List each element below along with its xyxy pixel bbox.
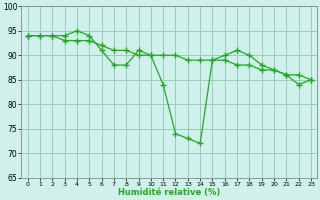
X-axis label: Humidité relative (%): Humidité relative (%) bbox=[118, 188, 220, 197]
